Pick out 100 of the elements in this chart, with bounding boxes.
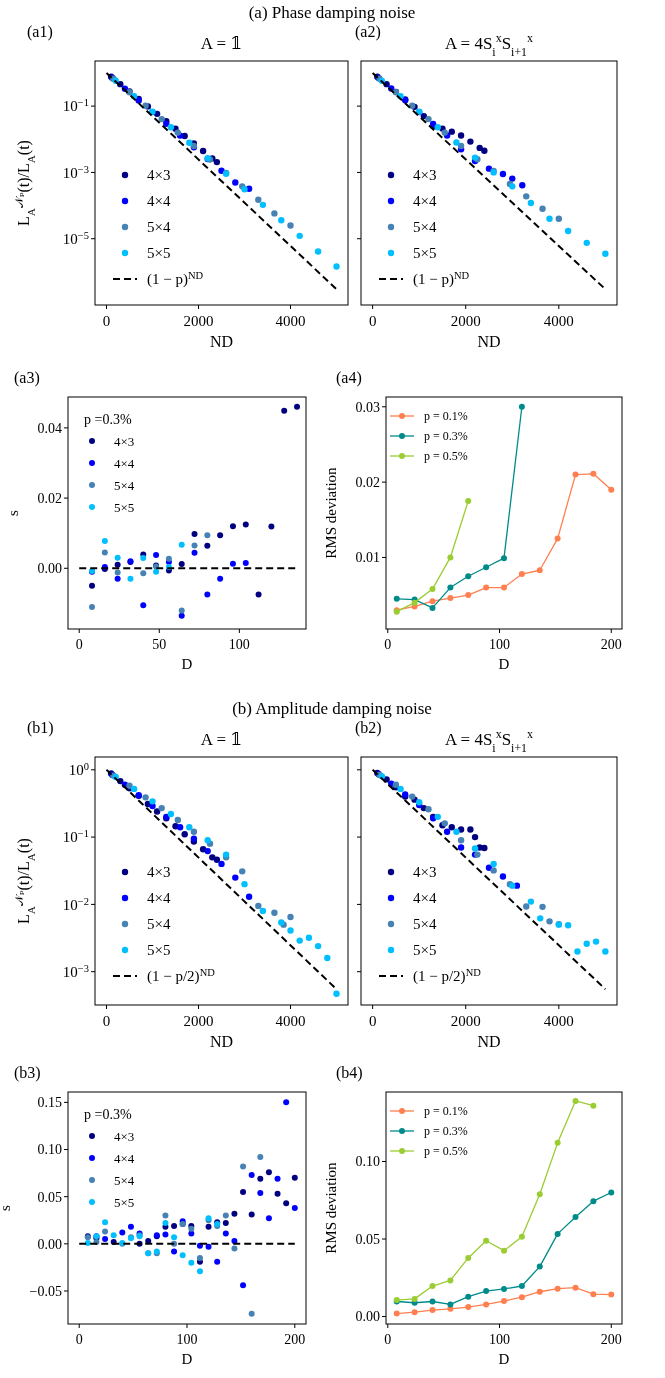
y-tick-label: 10$^{−1}$ — [62, 96, 89, 115]
legend-label: 4×4 — [413, 890, 437, 907]
legend-label: (1 − p)$^{ND}$ — [413, 269, 470, 289]
x-tick-label: 200 — [600, 1332, 622, 1347]
legend-label: p = 0.5% — [424, 449, 468, 464]
text: (b4) — [336, 1064, 363, 1082]
legend-label: (1 − p/2)$^{ND}$ — [413, 966, 482, 986]
legend-label: 4×4 — [147, 890, 171, 907]
legend-label: 5×4 — [114, 1172, 135, 1188]
x-tick-label: 4000 — [543, 1013, 574, 1029]
legend-label: 5×5 — [114, 1194, 135, 1210]
x-axis-title: ND — [209, 333, 234, 350]
x-tick-label: 2000 — [183, 1013, 214, 1029]
legend-label: p = 0.3% — [424, 429, 468, 444]
x-tick-label: 4000 — [275, 313, 306, 329]
chart-title: A = 𝟙 — [200, 730, 243, 749]
x-tick-label: 4000 — [275, 1013, 306, 1029]
text: (a3) — [14, 369, 40, 387]
legend-label: 5×5 — [413, 245, 437, 262]
legend-label: 4×3 — [147, 864, 171, 881]
legend-label: 5×5 — [413, 942, 437, 959]
x-tick-label: 0 — [102, 313, 111, 329]
text: (a1) — [27, 23, 53, 41]
x-axis-title: D — [498, 656, 510, 672]
legend-label: 4×4 — [413, 193, 437, 210]
text: (a4) — [336, 369, 362, 387]
legend-label: p = 0.5% — [424, 1144, 468, 1159]
y-tick-label: 10$^{−3}$ — [62, 163, 89, 181]
y-axis-title: RMS deviation — [323, 466, 339, 559]
x-tick-label: 0 — [368, 313, 377, 329]
x-axis-title: ND — [209, 1033, 234, 1050]
text: (a) Phase damping noise — [248, 3, 416, 22]
text: (b1) — [27, 719, 54, 737]
x-axis-title: ND — [477, 1033, 501, 1050]
x-tick-label: 4000 — [543, 313, 574, 329]
y-axis-title: RMS deviation — [323, 1161, 339, 1254]
y-tick-label: 0.00 — [355, 1309, 380, 1325]
legend-label: 4×3 — [114, 433, 135, 449]
x-axis-title: ND — [477, 333, 501, 350]
y-tick-label: 0.15 — [37, 1095, 62, 1111]
y-tick-label: 10$^{−2}$ — [62, 895, 89, 913]
text: (b) Amplitude damping noise — [232, 699, 432, 718]
text: (b3) — [14, 1064, 41, 1082]
y-tick-label: 10$^{−1}$ — [62, 827, 89, 846]
x-tick-label: 100 — [176, 1332, 198, 1347]
chart-title: A = 𝟙 — [200, 34, 243, 53]
y-tick-label: 0.03 — [355, 399, 380, 415]
legend-label: (1 − p/2)$^{ND}$ — [147, 966, 216, 986]
text: (a2) — [355, 23, 381, 41]
y-tick-label: 0.05 — [355, 1231, 380, 1247]
legend-label: 4×4 — [147, 193, 171, 210]
y-tick-label: 10$^{0}$ — [68, 760, 89, 779]
x-tick-label: 100 — [489, 1332, 511, 1347]
legend-label: 5×5 — [114, 499, 135, 515]
legend-label: 4×3 — [114, 1128, 135, 1144]
legend-label: 5×4 — [413, 219, 437, 236]
x-tick-label: 200 — [600, 637, 622, 652]
y-tick-label: 10$^{−5}$ — [62, 229, 89, 247]
legend-label: 5×4 — [114, 477, 135, 493]
x-axis-title: D — [181, 1351, 193, 1367]
x-tick-label: 50 — [152, 637, 167, 652]
y-tick-label: 0.00 — [37, 561, 62, 577]
y-tick-label: 0.10 — [355, 1154, 380, 1170]
x-axis-title: D — [181, 656, 193, 672]
x-tick-label: 200 — [284, 1332, 306, 1347]
legend-label: 4×3 — [413, 864, 437, 881]
y-tick-label: 0.04 — [37, 420, 62, 436]
legend-label: 5×5 — [147, 942, 171, 959]
x-tick-label: 0 — [384, 637, 392, 652]
legend-label: 5×4 — [413, 916, 437, 933]
y-tick-label: 0.02 — [37, 490, 62, 506]
text: (b2) — [355, 719, 382, 737]
legend-label: (1 − p)$^{ND}$ — [147, 269, 204, 289]
legend-title: p =0.3% — [84, 411, 132, 427]
legend-label: p = 0.1% — [424, 1104, 468, 1119]
legend-label: 5×4 — [147, 219, 171, 236]
x-tick-label: 2000 — [450, 1013, 481, 1029]
y-tick-label: 10$^{−3}$ — [62, 962, 89, 980]
y-tick-label: 0.02 — [355, 475, 380, 491]
x-axis-title: D — [498, 1351, 510, 1367]
x-tick-label: 0 — [75, 637, 83, 652]
legend-label: 4×3 — [413, 167, 437, 184]
x-tick-label: 2000 — [450, 313, 481, 329]
y-tick-label: 0.00 — [37, 1236, 62, 1252]
y-tick-label: 0.10 — [37, 1142, 62, 1158]
x-tick-label: 2000 — [183, 313, 214, 329]
legend-label: 4×4 — [114, 1150, 135, 1166]
y-axis-title: s — [0, 1204, 13, 1211]
x-tick-label: 100 — [228, 637, 250, 652]
y-tick-label: 0.01 — [355, 550, 380, 566]
legend-label: p = 0.1% — [424, 409, 468, 424]
legend-label: 5×5 — [147, 245, 171, 262]
x-tick-label: 100 — [489, 637, 511, 652]
x-tick-label: 0 — [368, 1013, 377, 1029]
legend-label: 5×4 — [147, 916, 171, 933]
y-tick-label: −0.05 — [29, 1283, 62, 1299]
x-tick-label: 0 — [384, 1332, 392, 1347]
legend-label: p = 0.3% — [424, 1124, 468, 1139]
x-tick-label: 0 — [102, 1013, 111, 1029]
y-tick-label: 0.05 — [37, 1189, 62, 1205]
